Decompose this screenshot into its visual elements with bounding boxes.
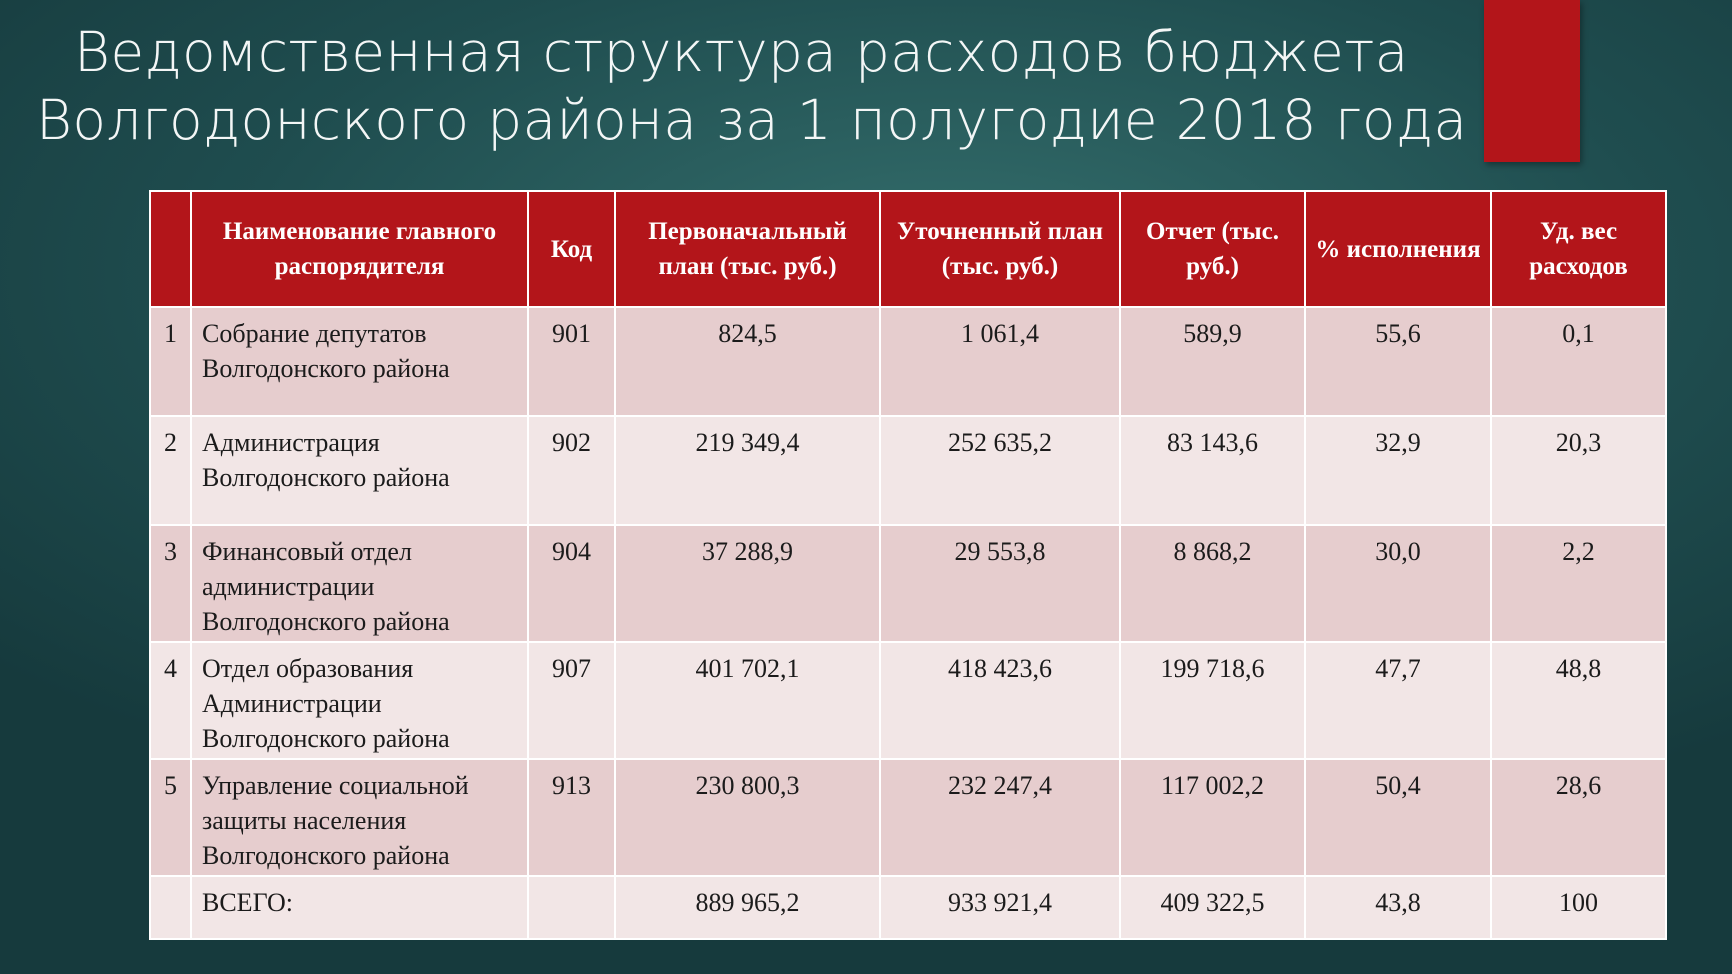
row-initial-plan: 824,5: [614, 306, 881, 417]
row-revised-plan: 232 247,4: [879, 758, 1121, 877]
header-initial-plan: Первоначальный план (тыс. руб.): [614, 190, 881, 308]
header-report: Отчет (тыс. руб.): [1119, 190, 1306, 308]
row-share: 0,1: [1490, 306, 1667, 417]
row-initial-plan: 401 702,1: [614, 641, 881, 760]
table-row: 4 Отдел образования Администрации Волгод…: [149, 641, 1667, 760]
budget-table: Наименование главного распорядителя Код …: [149, 190, 1667, 940]
total-initial-plan: 889 965,2: [614, 875, 881, 940]
slide-title: Ведомственная структура расходов бюджета…: [36, 18, 1476, 154]
row-percent: 47,7: [1304, 641, 1492, 760]
row-code: 902: [527, 415, 616, 526]
row-share: 20,3: [1490, 415, 1667, 526]
row-initial-plan: 219 349,4: [614, 415, 881, 526]
row-index: 3: [149, 524, 192, 643]
row-share: 2,2: [1490, 524, 1667, 643]
row-name: Собрание депутатов Волгодонского района: [190, 306, 529, 417]
row-percent: 30,0: [1304, 524, 1492, 643]
slide-title-line-1: Ведомственная структура расходов бюджета: [74, 20, 1409, 84]
row-report: 8 868,2: [1119, 524, 1306, 643]
total-percent: 43,8: [1304, 875, 1492, 940]
row-report: 199 718,6: [1119, 641, 1306, 760]
row-revised-plan: 418 423,6: [879, 641, 1121, 760]
table-row: 1 Собрание депутатов Волгодонского район…: [149, 306, 1667, 417]
row-index: 5: [149, 758, 192, 877]
total-share: 100: [1490, 875, 1667, 940]
row-percent: 55,6: [1304, 306, 1492, 417]
row-revised-plan: 252 635,2: [879, 415, 1121, 526]
header-share: Уд. вес расходов: [1490, 190, 1667, 308]
row-percent: 32,9: [1304, 415, 1492, 526]
row-initial-plan: 37 288,9: [614, 524, 881, 643]
row-index: 2: [149, 415, 192, 526]
row-code: 913: [527, 758, 616, 877]
row-share: 48,8: [1490, 641, 1667, 760]
row-revised-plan: 1 061,4: [879, 306, 1121, 417]
row-percent: 50,4: [1304, 758, 1492, 877]
row-report: 117 002,2: [1119, 758, 1306, 877]
row-revised-plan: 29 553,8: [879, 524, 1121, 643]
slide-title-line-2: Волгодонского района за 1 полугодие 2018…: [36, 88, 1468, 152]
total-report: 409 322,5: [1119, 875, 1306, 940]
row-index: 1: [149, 306, 192, 417]
header-name: Наименование главного распорядителя: [190, 190, 529, 308]
row-index: 4: [149, 641, 192, 760]
header-index: [149, 190, 192, 308]
header-code: Код: [527, 190, 616, 308]
header-percent: % исполнения: [1304, 190, 1492, 308]
row-name: Финансовый отдел администрации Волгодонс…: [190, 524, 529, 643]
total-revised-plan: 933 921,4: [879, 875, 1121, 940]
row-name: Администрация Волгодонского района: [190, 415, 529, 526]
row-code: 904: [527, 524, 616, 643]
row-code: 907: [527, 641, 616, 760]
table-total-row: ВСЕГО: 889 965,2 933 921,4 409 322,5 43,…: [149, 875, 1667, 940]
row-name: Отдел образования Администрации Волгодон…: [190, 641, 529, 760]
row-name: Управление социальной защиты населения В…: [190, 758, 529, 877]
table-row: 5 Управление социальной защиты населения…: [149, 758, 1667, 877]
header-revised-plan: Уточненный план (тыс. руб.): [879, 190, 1121, 308]
row-initial-plan: 230 800,3: [614, 758, 881, 877]
total-index: [149, 875, 192, 940]
red-accent-block: [1484, 0, 1580, 162]
total-label: ВСЕГО:: [190, 875, 529, 940]
table-row: 3 Финансовый отдел администрации Волгодо…: [149, 524, 1667, 643]
row-report: 83 143,6: [1119, 415, 1306, 526]
table-header-row: Наименование главного распорядителя Код …: [149, 190, 1667, 308]
row-code: 901: [527, 306, 616, 417]
row-share: 28,6: [1490, 758, 1667, 877]
total-code: [527, 875, 616, 940]
row-report: 589,9: [1119, 306, 1306, 417]
table-row: 2 Администрация Волгодонского района 902…: [149, 415, 1667, 526]
